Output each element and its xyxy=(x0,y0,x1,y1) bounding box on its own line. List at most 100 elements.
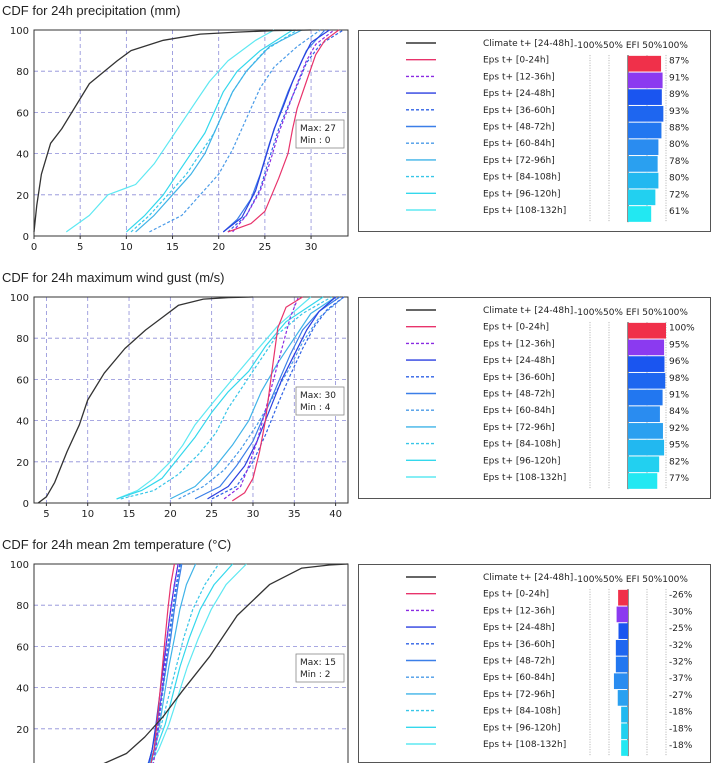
series-line xyxy=(211,296,345,500)
efi-bar xyxy=(628,172,659,189)
x-tick-label: 25 xyxy=(205,509,218,520)
efi-bar xyxy=(628,356,665,372)
efi-bar xyxy=(628,105,664,122)
x-tick-label: 40 xyxy=(329,509,342,520)
efi-header: -100%50% EFI 50%100% xyxy=(574,575,688,585)
legend-label: Eps t+ [60-84h] xyxy=(483,673,555,683)
efi-bar xyxy=(628,156,658,172)
y-tick-label: 40 xyxy=(16,150,29,161)
series-line xyxy=(147,563,179,763)
panel-title-wind-gust: CDF for 24h maximum wind gust (m/s) xyxy=(2,270,225,285)
y-tick-label: 60 xyxy=(16,375,29,386)
series-line xyxy=(170,296,336,500)
legend-label: Eps t+ [24-48h] xyxy=(483,623,555,633)
series-line xyxy=(116,296,324,500)
y-tick-label: 0 xyxy=(23,232,29,243)
series-line xyxy=(150,563,247,763)
efi-value-label: -18% xyxy=(669,741,693,751)
y-tick-label: 80 xyxy=(16,67,29,78)
x-tick-label: 35 xyxy=(288,509,301,520)
legend-label: Eps t+ [24-48h] xyxy=(483,89,555,99)
legend-label: Eps t+ [72-96h] xyxy=(483,156,555,166)
legend-efi-wind-gust: -100%50% EFI 50%100%Climate t+ [24-48h] E… xyxy=(358,297,711,499)
efi-value-label: 95% xyxy=(669,340,689,350)
legend-label: Eps t+ [96-120h] xyxy=(483,723,560,733)
efi-value-label: -27% xyxy=(669,691,693,701)
x-tick-label: 20 xyxy=(212,242,225,253)
legend-efi-precipitation: -100%50% EFI 50%100%Climate t+ [24-48h] E… xyxy=(358,30,711,232)
efi-value-label: 84% xyxy=(669,407,689,417)
efi-bar xyxy=(628,389,663,406)
y-tick-label: 20 xyxy=(16,725,29,736)
legend-label: Eps t+ [72-96h] xyxy=(483,690,555,700)
legend-label: Climate t+ [24-48h] xyxy=(483,306,573,316)
legend-label: Eps t+ [36-60h] xyxy=(483,373,555,383)
efi-bar xyxy=(628,122,662,139)
legend-label: Eps t+ [48-72h] xyxy=(483,123,555,133)
legend-label: Eps t+ [12-36h] xyxy=(483,339,555,349)
x-tick-label: 30 xyxy=(247,509,260,520)
efi-bar xyxy=(628,423,663,439)
efi-value-label: 91% xyxy=(669,391,689,401)
y-tick-label: 60 xyxy=(16,108,29,119)
series-line xyxy=(150,563,175,763)
x-tick-label: 25 xyxy=(259,242,272,253)
legend-label: Eps t+ [108-132h] xyxy=(483,740,566,750)
cdf-chart-precipitation: 0 5 10 15 20 25 30 0 20 40 60 80 100 Max: 27 Min : 0 xyxy=(10,26,349,253)
efi-value-label: 80% xyxy=(669,140,689,150)
legend-label: Eps t+ [0-24h] xyxy=(483,56,549,66)
legend-label: Eps t+ [96-120h] xyxy=(483,189,560,199)
series-line xyxy=(207,296,336,500)
series-line xyxy=(149,563,197,763)
efi-bar xyxy=(628,372,666,389)
panel-title-temperature: CDF for 24h mean 2m temperature (°C) xyxy=(2,537,232,552)
y-tick-label: 100 xyxy=(10,26,29,37)
efi-bar xyxy=(628,473,658,489)
efi-value-label: 77% xyxy=(669,474,689,484)
max-label: Max: 15 xyxy=(300,658,336,668)
efi-value-label: 95% xyxy=(669,441,689,451)
series-line xyxy=(149,29,321,233)
legend-label: Eps t+ [108-132h] xyxy=(483,206,566,216)
cdf-chart-wind-gust: 5 10 15 20 25 30 35 40 0 20 40 60 80 100 Max: 30 Min : … xyxy=(10,293,349,520)
panel-title-precipitation: CDF for 24h precipitation (mm) xyxy=(2,3,181,18)
series-line xyxy=(227,29,344,233)
legend-label: Eps t+ [36-60h] xyxy=(483,106,555,116)
series-line xyxy=(194,296,341,500)
x-tick-label: 10 xyxy=(120,242,133,253)
efi-bar xyxy=(628,206,652,222)
efi-bar xyxy=(621,723,628,740)
min-label: Min : 0 xyxy=(300,136,331,146)
efi-bar xyxy=(628,139,659,156)
legend-label: Eps t+ [0-24h] xyxy=(483,323,549,333)
efi-bar xyxy=(628,89,662,105)
legend-label: Eps t+ [96-120h] xyxy=(483,456,560,466)
legend-label: Eps t+ [108-132h] xyxy=(483,473,566,483)
efi-bar xyxy=(615,656,628,673)
efi-bar xyxy=(628,189,656,206)
legend-label: Eps t+ [0-24h] xyxy=(483,590,549,600)
efi-value-label: 72% xyxy=(669,190,689,200)
efi-header: -100%50% EFI 50%100% xyxy=(574,308,688,318)
climate-line xyxy=(103,563,349,763)
max-label: Max: 30 xyxy=(300,391,336,401)
efi-bar xyxy=(618,589,628,606)
y-tick-label: 40 xyxy=(16,417,29,428)
efi-bar xyxy=(628,456,660,473)
legend-frame xyxy=(358,564,711,763)
min-label: Min : 4 xyxy=(300,403,331,413)
max-min-box xyxy=(295,653,345,683)
legend-label: Eps t+ [24-48h] xyxy=(483,356,555,366)
x-tick-label: 0 xyxy=(31,242,37,253)
efi-value-label: 100% xyxy=(669,324,695,334)
efi-value-label: 92% xyxy=(669,424,689,434)
x-tick-label: 15 xyxy=(123,509,136,520)
legend-label: Climate t+ [24-48h] xyxy=(483,39,573,49)
y-tick-label: 20 xyxy=(16,191,29,202)
efi-value-label: -25% xyxy=(669,624,693,634)
efi-value-label: 78% xyxy=(669,157,689,167)
legend-label: Eps t+ [72-96h] xyxy=(483,423,555,433)
x-tick-label: 30 xyxy=(305,242,318,253)
legend-label: Eps t+ [60-84h] xyxy=(483,406,555,416)
efi-bar xyxy=(628,72,663,89)
